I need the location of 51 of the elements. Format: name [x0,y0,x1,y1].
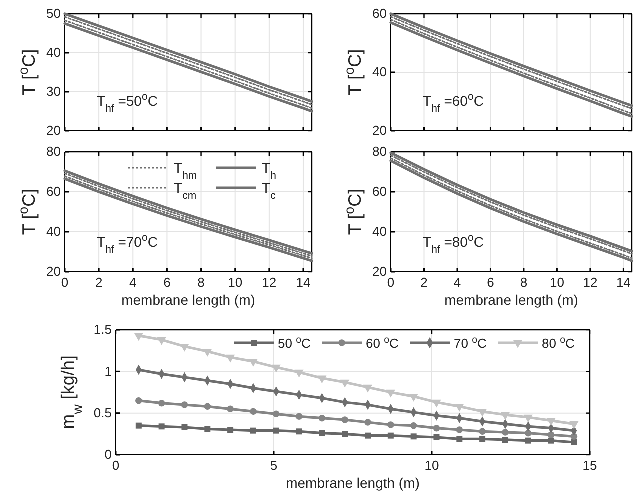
x-tick-label: 12 [262,275,277,290]
y-tick-label: 0 [104,447,112,462]
y-tick-label: 30 [46,84,61,100]
x-tick-label: 6 [487,275,494,290]
y-tick-label: 40 [372,224,387,240]
x-tick-label: 4 [454,275,462,290]
legend-label: 70 $^{o}$C [454,334,487,351]
y-tick-label: 0.5 [94,405,112,420]
x-tick-label: 10 [550,275,564,290]
y-tick-label: 20 [372,123,387,138]
x-axis-title: membrane length (m) [122,292,256,308]
x-tick-label: 10 [228,275,243,290]
x-tick-label: 4 [130,275,137,290]
y-tick-label: 60 [372,6,387,22]
legend-label: 60 $^{o}$C [366,334,399,351]
x-tick-label: 5 [270,458,278,474]
x-tick-label: 2 [95,275,103,290]
y-tick-label: 20 [372,264,387,280]
y-tick-label: 50 [46,6,61,22]
annotation: T$_{hf}$ =70$^{o}$C [97,232,158,256]
x-axis-title: membrane length (m) [286,475,420,491]
y-tick-label: 1.5 [94,322,112,338]
y-tick-label: 40 [46,45,61,60]
x-tick-label: 2 [420,275,428,290]
x-tick-label: 14 [616,275,631,290]
annotation: T$_{hf}$ =50$^{o}$C [97,91,158,115]
legend-label: 50 $^{o}$C [278,334,311,351]
x-tick-label: 8 [198,275,205,290]
annotation: T$_{hf}$ =60$^{o}$C [423,91,484,115]
legend-label: T$_{h}$ [262,160,277,182]
x-tick-label: 14 [296,275,311,290]
legend-label: T$_{c}$ [262,180,276,202]
legend-label: T$_{hm}$ [174,160,198,182]
y-tick-label: 80 [46,144,61,160]
x-tick-label: 12 [583,275,598,290]
x-axis-title: membrane length (m) [444,292,578,308]
x-tick-label: 15 [582,458,598,474]
annotation: T$_{hf}$ =80$^{o}$C [423,232,484,256]
y-tick-label: 40 [46,224,61,240]
legend-label: 80 $^{o}$C [542,334,575,351]
y-tick-label: 1 [104,364,112,379]
legend-label: T$_{cm}$ [174,180,197,202]
y-tick-label: 60 [372,184,387,200]
x-tick-label: 8 [520,275,528,290]
y-tick-label: 20 [46,123,61,138]
y-tick-label: 40 [372,64,387,80]
y-tick-label: 60 [46,184,61,200]
x-tick-label: 6 [164,275,171,290]
y-tick-label: 20 [46,264,61,280]
y-tick-label: 80 [372,144,387,160]
x-tick-label: 10 [424,458,440,474]
